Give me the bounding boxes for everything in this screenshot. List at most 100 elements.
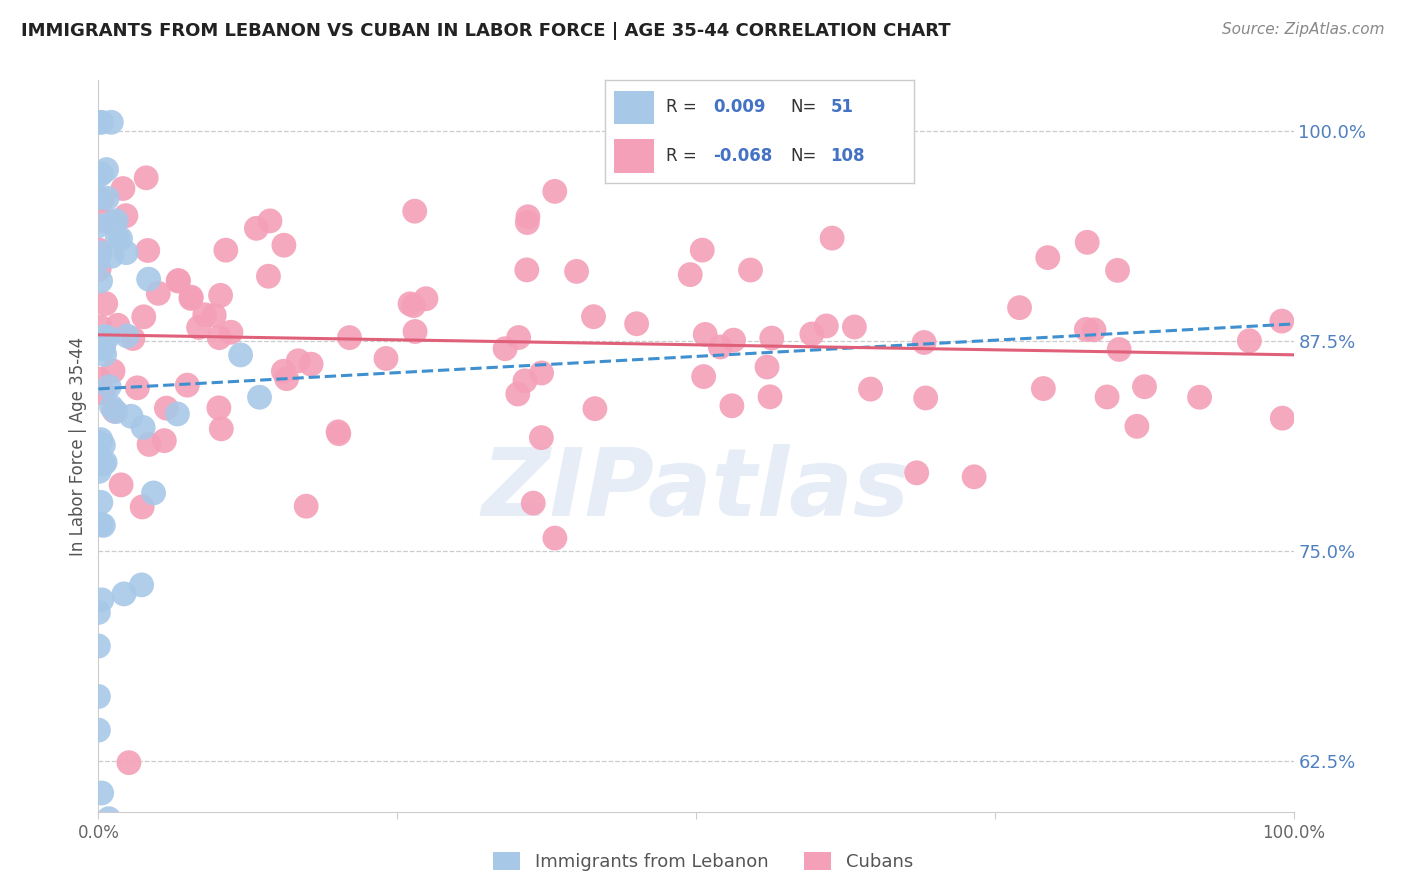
Point	[273, 238, 295, 252]
Point	[87, 606, 110, 620]
Text: R =: R =	[666, 98, 703, 117]
Point	[93, 386, 115, 401]
Point	[245, 221, 267, 235]
Point	[202, 308, 225, 322]
Text: Source: ZipAtlas.com: Source: ZipAtlas.com	[1222, 22, 1385, 37]
Point	[89, 262, 111, 277]
Point	[111, 181, 134, 195]
Point	[859, 382, 882, 396]
Point	[257, 269, 280, 284]
Point	[138, 437, 160, 451]
Point	[155, 401, 177, 416]
Point	[582, 310, 605, 324]
Point	[153, 434, 176, 448]
Point	[104, 405, 127, 419]
Point	[93, 342, 115, 356]
Point	[90, 786, 112, 800]
Point	[96, 191, 118, 205]
Point	[626, 317, 648, 331]
Point	[96, 330, 118, 344]
Point	[1271, 411, 1294, 425]
Text: R =: R =	[666, 146, 703, 165]
Text: 108: 108	[831, 146, 865, 165]
Point	[761, 331, 783, 345]
Point	[112, 587, 135, 601]
Point	[800, 326, 823, 341]
Point	[110, 231, 132, 245]
Point	[93, 347, 115, 361]
Point	[1107, 263, 1129, 277]
Point	[103, 404, 125, 418]
Point	[117, 329, 139, 343]
Point	[544, 185, 567, 199]
Point	[530, 431, 553, 445]
Point	[565, 264, 588, 278]
Point	[105, 213, 128, 227]
Point	[402, 299, 425, 313]
Point	[131, 500, 153, 514]
Point	[299, 357, 322, 371]
Point	[844, 320, 866, 334]
Point	[138, 272, 160, 286]
Point	[87, 191, 110, 205]
Point	[87, 690, 110, 704]
Point	[1133, 380, 1156, 394]
Point	[208, 331, 231, 345]
Point	[180, 290, 202, 304]
Point	[94, 296, 117, 310]
Point	[91, 193, 114, 207]
Point	[295, 499, 318, 513]
Point	[721, 399, 744, 413]
Point	[132, 310, 155, 324]
Point	[166, 407, 188, 421]
Point	[101, 364, 124, 378]
Point	[399, 297, 422, 311]
Point	[87, 372, 110, 386]
Text: 51: 51	[831, 98, 853, 117]
Point	[1188, 390, 1211, 404]
Point	[914, 391, 936, 405]
Point	[135, 170, 157, 185]
Point	[90, 433, 112, 447]
Point	[1271, 314, 1294, 328]
Point	[87, 243, 110, 257]
Point	[91, 518, 114, 533]
Point	[90, 115, 112, 129]
Point	[142, 486, 165, 500]
Point	[326, 425, 349, 439]
Point	[516, 263, 538, 277]
Point	[87, 252, 110, 267]
Point	[122, 332, 145, 346]
Point	[89, 245, 111, 260]
Point	[120, 409, 142, 424]
Point	[1108, 343, 1130, 357]
Text: N=: N=	[790, 98, 817, 117]
Point	[690, 243, 713, 257]
Point	[93, 457, 115, 471]
Point	[118, 756, 141, 770]
Point	[513, 374, 536, 388]
Point	[90, 517, 112, 532]
Point	[93, 438, 115, 452]
Point	[132, 420, 155, 434]
Point	[100, 249, 122, 263]
Point	[1126, 419, 1149, 434]
Point	[101, 216, 124, 230]
Point	[90, 167, 112, 181]
Point	[375, 351, 398, 366]
Point	[131, 578, 153, 592]
Point	[912, 335, 935, 350]
Point	[1083, 323, 1105, 337]
Point	[1239, 334, 1261, 348]
Point	[530, 366, 553, 380]
Point	[415, 292, 437, 306]
Point	[276, 372, 298, 386]
Point	[87, 723, 110, 738]
Point	[115, 209, 138, 223]
Text: -0.068: -0.068	[713, 146, 772, 165]
Point	[127, 381, 149, 395]
Point	[87, 435, 110, 450]
Point	[1095, 390, 1118, 404]
Point	[167, 274, 190, 288]
Point	[136, 244, 159, 258]
